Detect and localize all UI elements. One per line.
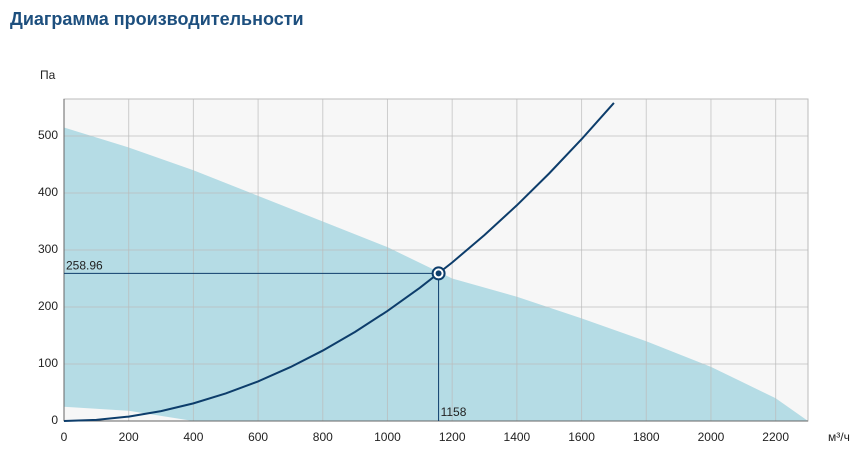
chart-title: Диаграмма производительности <box>10 9 304 29</box>
y-axis-label: Па <box>40 68 56 82</box>
point-y-label: 258.96 <box>66 259 103 273</box>
x-tick-label: 400 <box>183 430 203 444</box>
y-tick-label: 0 <box>51 413 58 427</box>
y-tick-label: 500 <box>38 128 58 142</box>
x-tick-label: 1600 <box>568 430 595 444</box>
x-tick-label: 800 <box>313 430 333 444</box>
y-tick-label: 300 <box>38 242 58 256</box>
x-tick-label: 200 <box>119 430 139 444</box>
x-tick-label: 1200 <box>439 430 466 444</box>
point-x-label: 1158 <box>441 405 467 419</box>
x-tick-label: 1800 <box>633 430 660 444</box>
y-tick-label: 100 <box>38 356 58 370</box>
y-tick-label: 400 <box>38 185 58 199</box>
system-curve <box>63 102 615 422</box>
x-tick-label: 600 <box>248 430 268 444</box>
x-tick-label: 1000 <box>374 430 401 444</box>
x-tick-label: 2000 <box>698 430 725 444</box>
x-tick-label: 2200 <box>762 430 789 444</box>
x-tick-label: 1400 <box>504 430 531 444</box>
operating-point <box>435 270 442 277</box>
x-tick-label: 0 <box>61 430 68 444</box>
y-tick-label: 200 <box>38 299 58 313</box>
x-axis-label: м³/ч <box>828 430 850 444</box>
